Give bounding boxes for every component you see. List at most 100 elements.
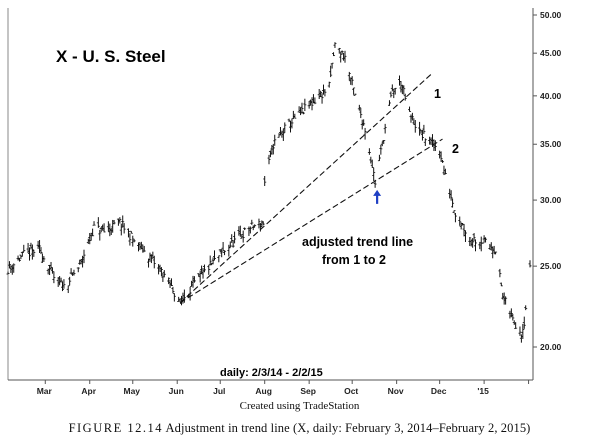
ohlc-bar bbox=[223, 250, 227, 256]
adjusted-trend-line-label-2: from 1 to 2 bbox=[322, 253, 386, 267]
ohlc-bar bbox=[122, 223, 126, 234]
ohlc-bar bbox=[453, 212, 457, 223]
ohlc-bar bbox=[379, 144, 383, 155]
ohlc-bar bbox=[118, 217, 122, 224]
y-tick-label: 25.00 bbox=[540, 261, 562, 271]
ohlc-bar bbox=[330, 62, 334, 69]
ohlc-bar bbox=[403, 93, 407, 101]
ohlc-bar bbox=[413, 120, 417, 133]
ohlc-bar bbox=[327, 81, 331, 88]
ohlc-bar bbox=[382, 140, 386, 145]
ohlc-bar bbox=[303, 98, 307, 112]
ohlc-bar bbox=[433, 140, 437, 151]
ohlc-bar bbox=[410, 112, 414, 121]
y-tick-label: 30.00 bbox=[540, 195, 562, 205]
ohlc-bars bbox=[6, 42, 532, 343]
ohlc-bar bbox=[172, 293, 176, 302]
ohlc-bar bbox=[521, 323, 525, 339]
x-tick-label: Nov bbox=[388, 386, 404, 396]
markers bbox=[373, 189, 382, 204]
ohlc-bar bbox=[418, 121, 422, 136]
ohlc-bar bbox=[484, 237, 488, 243]
ohlc-bar bbox=[320, 93, 324, 104]
ohlc-bar bbox=[494, 251, 498, 255]
ohlc-bar bbox=[300, 102, 304, 114]
ohlc-bar bbox=[518, 326, 522, 336]
ohlc-bar bbox=[261, 221, 265, 226]
figure-caption: FIGURE 12.14 Adjustment in trend line (X… bbox=[0, 421, 599, 436]
ohlc-bar bbox=[332, 52, 336, 57]
ohlc-bar bbox=[207, 265, 211, 275]
ohlc-bar bbox=[387, 100, 391, 106]
ohlc-bar bbox=[499, 282, 503, 287]
ohlc-bar bbox=[458, 216, 462, 226]
ohlc-bar bbox=[248, 226, 252, 234]
ohlc-bar bbox=[422, 124, 426, 134]
credit-line: Created using TradeStation bbox=[239, 400, 360, 412]
ohlc-bar bbox=[439, 151, 443, 162]
ohlc-bar bbox=[377, 154, 381, 162]
ohlc-bar bbox=[353, 93, 357, 96]
ohlc-bar bbox=[220, 248, 224, 258]
ohlc-bar bbox=[389, 91, 393, 98]
ohlc-bar bbox=[441, 159, 445, 163]
y-tick-label: 45.00 bbox=[540, 48, 562, 58]
ohlc-bar bbox=[383, 123, 387, 134]
ohlc-bar bbox=[333, 42, 337, 48]
ohlc-bar bbox=[241, 230, 245, 243]
trend-line-1-label: 1 bbox=[434, 87, 441, 101]
ohlc-bar bbox=[257, 218, 261, 229]
ohlc-bar bbox=[290, 118, 294, 129]
blue-up-arrow-icon bbox=[373, 189, 382, 204]
ohlc-bar bbox=[367, 148, 371, 155]
ohlc-bar bbox=[231, 240, 235, 248]
ohlc-bar bbox=[132, 239, 136, 243]
ohlc-bar bbox=[323, 89, 327, 97]
ohlc-bar bbox=[12, 263, 16, 273]
ohlc-bar bbox=[474, 239, 478, 252]
ohlc-bar bbox=[522, 316, 526, 329]
ohlc-bar bbox=[250, 219, 254, 225]
ohlc-bar bbox=[271, 143, 275, 155]
ohlc-bar bbox=[393, 87, 397, 95]
ohlc-bar bbox=[217, 255, 221, 263]
ohlc-bar bbox=[528, 260, 532, 268]
y-tick-label: 20.00 bbox=[540, 342, 562, 352]
ohlc-bar bbox=[449, 190, 453, 201]
ohlc-bar bbox=[141, 244, 145, 253]
ohlc-bar bbox=[142, 245, 146, 252]
ohlc-bar bbox=[340, 50, 344, 55]
ohlc-bar bbox=[307, 101, 311, 109]
x-tick-label: Jul bbox=[213, 386, 225, 396]
ohlc-bar bbox=[423, 138, 427, 147]
ohlc-bar bbox=[162, 270, 166, 278]
ohlc-bar bbox=[408, 106, 412, 112]
ohlc-bar bbox=[98, 229, 102, 241]
ohlc-bar bbox=[39, 247, 43, 255]
ohlc-bar bbox=[357, 104, 361, 111]
x-tick-label: Dec bbox=[431, 386, 447, 396]
y-tick-label: 50.00 bbox=[540, 10, 562, 20]
figure-number: FIGURE 12.14 bbox=[68, 421, 163, 435]
x-tick-label: Apr bbox=[81, 386, 96, 396]
ohlc-bar bbox=[452, 210, 456, 214]
ohlc-bar bbox=[283, 122, 287, 133]
x-tick-label: '15 bbox=[477, 386, 489, 396]
ohlc-bar bbox=[238, 225, 242, 237]
ohlc-bar bbox=[60, 281, 64, 292]
x-tick-label: Jun bbox=[169, 386, 184, 396]
ohlc-bar bbox=[462, 223, 466, 237]
ohlc-bar bbox=[192, 276, 196, 283]
ohlc-bar bbox=[211, 257, 215, 265]
ohlc-bar bbox=[72, 269, 76, 276]
ohlc-bar bbox=[66, 285, 70, 294]
chart-title: X - U. S. Steel bbox=[56, 47, 166, 66]
ohlc-bar bbox=[202, 264, 206, 273]
ohlc-bar bbox=[463, 230, 467, 242]
adjusted-trend-line-label: adjusted trend line bbox=[302, 235, 413, 249]
ohlc-bar bbox=[263, 175, 267, 187]
ohlc-bar bbox=[68, 276, 72, 286]
ohlc-bar bbox=[301, 111, 305, 115]
trend-line-2-label: 2 bbox=[452, 142, 459, 156]
